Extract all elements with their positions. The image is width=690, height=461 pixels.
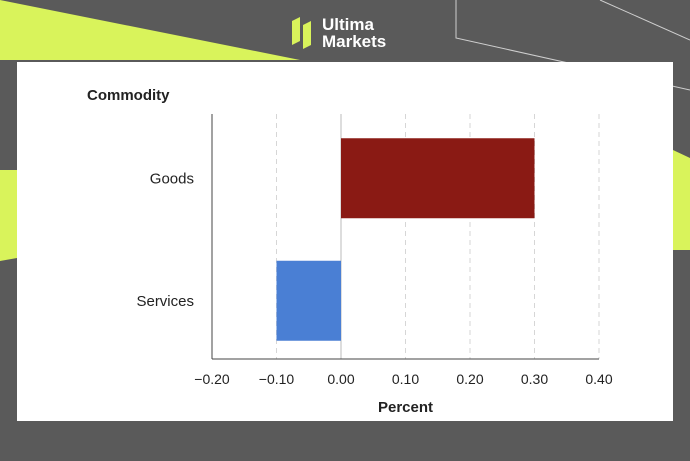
accent-wedge-top-left bbox=[0, 0, 300, 60]
decorative-line-2 bbox=[599, 0, 690, 41]
x-axis-label: Percent bbox=[378, 399, 433, 416]
chart-panel: Commodity −0.20 −0.10 0.00 0.10 0.20 0.30 0.40… bbox=[17, 62, 673, 421]
bar-services bbox=[276, 260, 341, 341]
x-tick-labels: −0.20 −0.10 0.00 0.10 0.20 0.30 0.40 bbox=[194, 371, 613, 387]
category-labels: Goods Services bbox=[136, 170, 194, 310]
brand-logo: Ultima Markets bbox=[292, 16, 386, 50]
x-tick-label: 0.00 bbox=[327, 371, 354, 387]
x-tick-label: −0.10 bbox=[259, 371, 295, 387]
bar-chart: Commodity −0.20 −0.10 0.00 0.10 0.20 0.30 0.40… bbox=[87, 87, 613, 416]
category-label: Goods bbox=[150, 170, 194, 187]
x-tick-label: 0.20 bbox=[456, 371, 483, 387]
ultima-markets-logo-icon bbox=[292, 17, 311, 49]
bars bbox=[276, 138, 535, 341]
x-tick-label: 0.40 bbox=[585, 371, 612, 387]
chart-title: Commodity bbox=[87, 87, 170, 104]
brand-name-line1: Ultima bbox=[322, 15, 374, 34]
category-label: Services bbox=[136, 293, 194, 310]
x-tick-label: −0.20 bbox=[194, 371, 230, 387]
accent-band-left bbox=[0, 170, 17, 261]
brand-name-line2: Markets bbox=[322, 32, 387, 51]
bar-goods bbox=[341, 138, 535, 219]
x-tick-label: 0.10 bbox=[392, 371, 419, 387]
x-tick-label: 0.30 bbox=[521, 371, 548, 387]
accent-band-right bbox=[673, 150, 690, 250]
